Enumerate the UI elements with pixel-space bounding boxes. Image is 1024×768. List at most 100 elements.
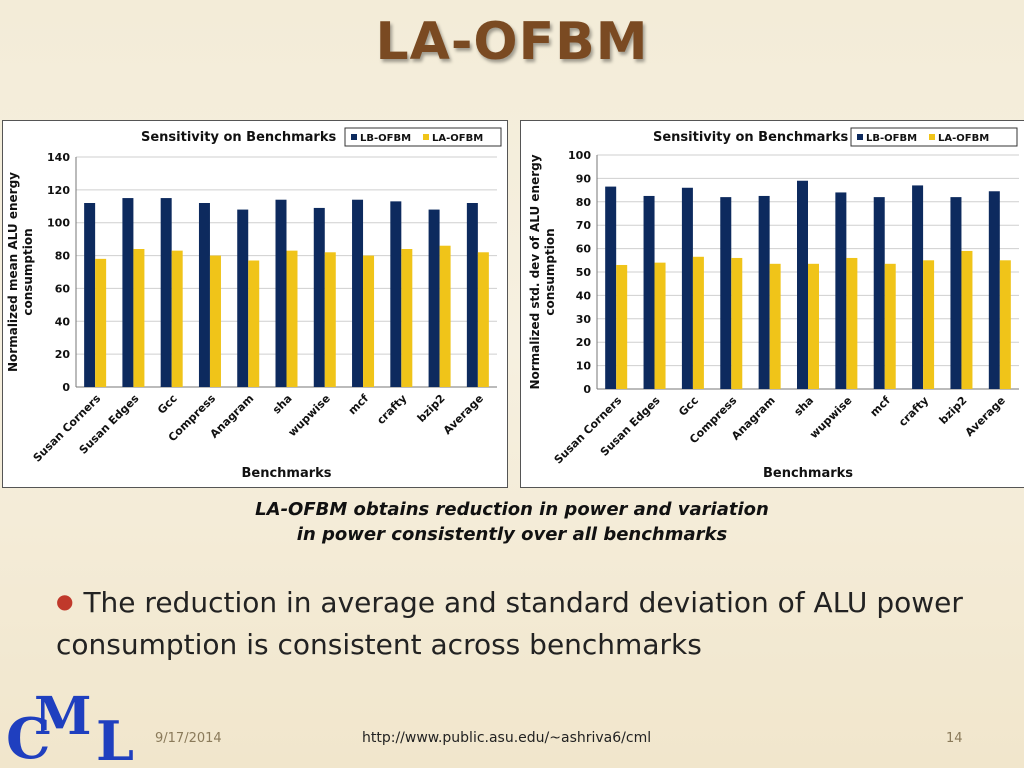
stddev-energy-chart: Sensitivity on Benchmarks LB-OFBM LA-OFBM 0… bbox=[520, 120, 1024, 488]
bar-lb-ofbm bbox=[643, 195, 655, 389]
stddev-energy-chart-svg: Sensitivity on Benchmarks LB-OFBM LA-OFBM 0… bbox=[528, 127, 1019, 481]
bar-la-ofbm bbox=[439, 245, 451, 387]
y-tick-label: 0 bbox=[583, 383, 591, 396]
cml-logo: C M L bbox=[6, 688, 134, 764]
x-axis-label: Benchmarks bbox=[763, 466, 853, 481]
bar-lb-ofbm bbox=[912, 185, 924, 389]
bar-lb-ofbm bbox=[950, 197, 962, 389]
legend-swatch bbox=[929, 134, 935, 140]
bar-la-ofbm bbox=[846, 257, 858, 389]
bar-lb-ofbm bbox=[988, 191, 1000, 389]
x-axis-label: Benchmarks bbox=[241, 466, 331, 481]
y-tick-label: 20 bbox=[576, 336, 592, 349]
y-tick-label: 80 bbox=[55, 250, 71, 263]
bar-lb-ofbm bbox=[835, 192, 847, 389]
bar-la-ofbm bbox=[133, 249, 145, 387]
x-tick-label: mcf bbox=[868, 394, 893, 419]
logo-letter-l: L bbox=[96, 709, 134, 764]
y-tick-label: 40 bbox=[55, 315, 71, 328]
legend-label: LB-OFBM bbox=[360, 133, 411, 144]
x-tick-label: Gcc bbox=[155, 392, 180, 417]
legend-label: LB-OFBM bbox=[866, 133, 917, 144]
bar-lb-ofbm bbox=[797, 180, 808, 389]
x-tick-label: bzip2 bbox=[415, 392, 448, 425]
footer-date: 9/17/2014 bbox=[155, 731, 222, 746]
bar-la-ofbm bbox=[999, 260, 1011, 389]
bar-lb-ofbm bbox=[160, 198, 172, 387]
bar-lb-ofbm bbox=[605, 186, 617, 389]
x-tick-label: Average bbox=[963, 394, 1008, 439]
x-tick-label: sha bbox=[270, 392, 295, 417]
y-axis-label: consumption bbox=[21, 228, 35, 315]
bar-lb-ofbm bbox=[873, 197, 885, 389]
bullet-dot-icon: ● bbox=[56, 589, 74, 613]
bar-lb-ofbm bbox=[122, 198, 134, 387]
bar-la-ofbm bbox=[808, 263, 819, 389]
bar-la-ofbm bbox=[692, 256, 704, 389]
bar-lb-ofbm bbox=[390, 201, 402, 387]
x-tick-label: Susan Corners bbox=[552, 394, 625, 467]
bar-la-ofbm bbox=[401, 249, 413, 387]
mean-energy-chart-svg: Sensitivity on Benchmarks LB-OFBM LA-OFBM 0… bbox=[6, 127, 502, 481]
bar-lb-ofbm bbox=[681, 187, 693, 389]
y-tick-label: 60 bbox=[55, 282, 71, 295]
x-tick-label: mcf bbox=[346, 392, 371, 417]
bar-lb-ofbm bbox=[466, 203, 478, 387]
bar-la-ofbm bbox=[731, 257, 743, 389]
slide-title: LA-OFBM bbox=[375, 12, 649, 72]
bar-la-ofbm bbox=[363, 255, 375, 387]
x-tick-label: Gcc bbox=[676, 394, 701, 419]
chart-legend: LB-OFBM LA-OFBM bbox=[850, 127, 1018, 147]
bar-lb-ofbm bbox=[275, 199, 287, 387]
y-tick-label: 40 bbox=[576, 289, 592, 302]
bar-la-ofbm bbox=[324, 252, 336, 387]
y-tick-label: 60 bbox=[576, 243, 592, 256]
bar-la-ofbm bbox=[769, 263, 781, 389]
y-tick-label: 90 bbox=[576, 172, 592, 185]
bar-lb-ofbm bbox=[352, 199, 364, 387]
mean-energy-chart: Sensitivity on Benchmarks LB-OFBM LA-OFBM 0… bbox=[2, 120, 508, 488]
logo-letter-c: C bbox=[6, 706, 51, 764]
bar-lb-ofbm bbox=[237, 209, 249, 387]
bar-la-ofbm bbox=[884, 263, 896, 389]
y-tick-label: 100 bbox=[47, 217, 70, 230]
footer-url[interactable]: http://www.public.asu.edu/~ashriva6/cml bbox=[362, 730, 652, 746]
chart-legend: LB-OFBM LA-OFBM bbox=[344, 127, 502, 147]
y-axis-label: Normalized mean ALU energy bbox=[6, 172, 20, 372]
y-tick-label: 50 bbox=[576, 266, 592, 279]
legend-swatch bbox=[423, 134, 429, 140]
x-tick-label: Average bbox=[441, 392, 486, 437]
bar-la-ofbm bbox=[248, 260, 260, 387]
caption-line-2: in power consistently over all benchmark… bbox=[296, 524, 728, 545]
bar-la-ofbm bbox=[95, 258, 107, 387]
bar-lb-ofbm bbox=[198, 203, 210, 387]
y-axis-label: Normalized std. dev of ALU energy bbox=[528, 154, 542, 389]
bar-lb-ofbm bbox=[84, 203, 96, 387]
bar-la-ofbm bbox=[961, 250, 973, 389]
bullet-point: ● The reduction in average and standard d… bbox=[56, 580, 976, 666]
x-tick-label: sha bbox=[792, 394, 817, 419]
bar-la-ofbm bbox=[616, 264, 628, 389]
y-tick-label: 0 bbox=[62, 381, 70, 394]
bar-la-ofbm bbox=[923, 260, 935, 389]
bar-la-ofbm bbox=[477, 252, 489, 387]
bar-la-ofbm bbox=[286, 250, 298, 387]
y-tick-label: 10 bbox=[576, 360, 592, 373]
legend-label: LA-OFBM bbox=[938, 133, 989, 144]
chart-title: Sensitivity on Benchmarks bbox=[141, 130, 336, 145]
x-tick-label: bzip2 bbox=[937, 394, 970, 427]
chart-title: Sensitivity on Benchmarks bbox=[653, 130, 848, 145]
y-tick-label: 70 bbox=[576, 219, 592, 232]
x-tick-label: crafty bbox=[374, 392, 409, 427]
bullet-text: The reduction in average and standard de… bbox=[56, 586, 963, 661]
y-tick-label: 120 bbox=[47, 184, 70, 197]
footer-page-number: 14 bbox=[946, 731, 963, 746]
bar-lb-ofbm bbox=[720, 197, 732, 389]
y-tick-label: 80 bbox=[576, 196, 592, 209]
caption-line-1: LA-OFBM obtains reduction in power and v… bbox=[255, 499, 769, 520]
legend-swatch bbox=[351, 134, 357, 140]
y-tick-label: 100 bbox=[568, 149, 591, 162]
bar-lb-ofbm bbox=[313, 207, 325, 387]
y-tick-label: 140 bbox=[47, 151, 70, 164]
bar-la-ofbm bbox=[209, 255, 221, 387]
